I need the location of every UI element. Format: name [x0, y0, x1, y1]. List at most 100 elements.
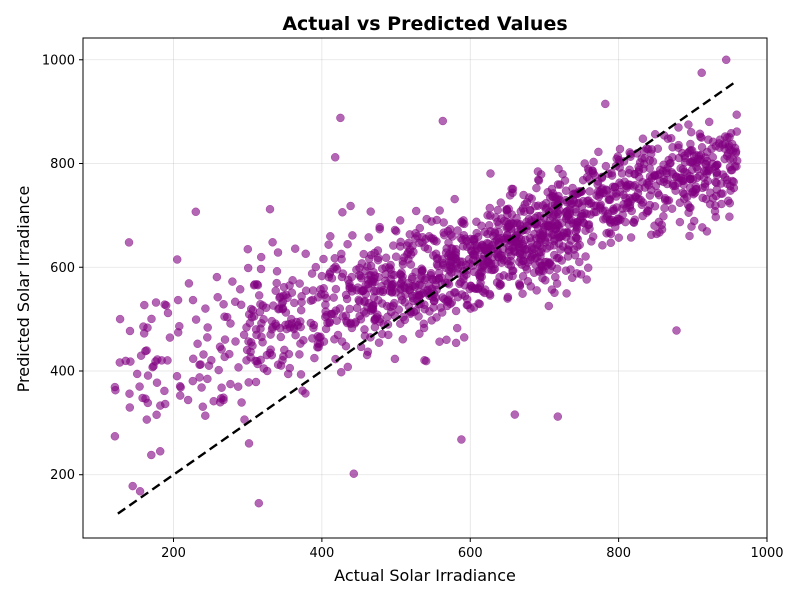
data-point [469, 267, 479, 277]
data-point [195, 360, 204, 370]
data-point [388, 280, 397, 290]
data-point [295, 350, 304, 359]
data-point [256, 264, 266, 274]
data-point [299, 336, 308, 345]
data-point [713, 160, 722, 170]
data-point [147, 450, 156, 460]
data-point [275, 293, 284, 303]
data-point [183, 395, 193, 405]
y-tick-label: 1000 [42, 53, 75, 68]
data-point [711, 212, 721, 222]
data-point [231, 337, 240, 346]
y-axis-label: Predicted Solar Irradiance [14, 186, 33, 393]
x-tick-label: 1000 [750, 546, 783, 561]
data-point [394, 305, 404, 314]
data-point [172, 371, 182, 381]
data-point [236, 300, 246, 310]
data-point [447, 298, 457, 307]
data-point [653, 144, 663, 153]
data-points [110, 55, 742, 508]
data-point [273, 360, 283, 369]
data-point [557, 231, 567, 241]
data-point [560, 176, 570, 185]
data-point [438, 116, 448, 126]
y-tick-label: 800 [50, 157, 75, 172]
data-point [732, 110, 741, 119]
data-point [453, 269, 462, 279]
data-point [697, 68, 706, 78]
data-point [306, 318, 316, 328]
data-point [233, 382, 243, 391]
data-point [479, 261, 488, 271]
data-point [415, 238, 424, 248]
data-point [126, 357, 135, 366]
data-point [338, 269, 348, 278]
data-point [290, 298, 299, 308]
data-point [496, 198, 506, 207]
data-point [390, 354, 400, 364]
data-point [405, 286, 415, 295]
data-point [257, 332, 266, 342]
data-point [676, 173, 686, 183]
data-point [687, 146, 697, 155]
data-point [172, 255, 182, 264]
data-point [301, 249, 310, 259]
data-point [448, 244, 457, 254]
data-point [642, 144, 651, 153]
data-point [349, 469, 359, 478]
data-point [637, 154, 647, 163]
data-point [248, 305, 258, 315]
data-point [579, 218, 589, 228]
data-point [707, 144, 716, 154]
data-point [674, 153, 684, 163]
data-point [523, 258, 533, 267]
data-point [191, 315, 201, 324]
data-point [316, 289, 326, 299]
x-axis-label: Actual Solar Irradiance [334, 566, 516, 585]
data-point [645, 191, 655, 200]
data-point [674, 143, 683, 152]
data-point [296, 305, 306, 315]
data-point [650, 221, 659, 230]
data-point [391, 252, 401, 261]
data-point [308, 295, 317, 305]
data-point [422, 214, 431, 224]
data-point [529, 268, 539, 278]
data-point [343, 239, 352, 249]
data-point [315, 333, 324, 342]
data-point [325, 318, 334, 328]
data-point [251, 377, 261, 387]
data-point [467, 247, 477, 256]
data-point [693, 155, 703, 164]
data-point [197, 383, 206, 392]
data-point [219, 300, 228, 309]
data-point [621, 217, 630, 227]
y-axis-ticks: 200 400 600 800 1000 [42, 53, 83, 483]
data-point [147, 314, 156, 324]
data-point [575, 257, 584, 267]
data-point [429, 296, 439, 306]
data-point [729, 177, 738, 187]
data-point [566, 236, 576, 245]
data-point [252, 280, 262, 289]
data-point [341, 341, 351, 351]
data-point [198, 402, 208, 411]
data-point [483, 211, 492, 220]
data-point [132, 369, 142, 379]
data-point [582, 275, 591, 284]
data-point [124, 238, 134, 247]
data-point [607, 171, 617, 180]
data-point [268, 238, 277, 247]
data-point [436, 303, 445, 312]
data-point [684, 120, 693, 129]
data-point [265, 204, 275, 214]
data-point [488, 241, 497, 250]
data-point [148, 362, 157, 372]
data-point [348, 231, 357, 240]
data-point [544, 301, 554, 311]
data-point [455, 279, 464, 289]
data-point [327, 274, 337, 283]
data-point [209, 396, 218, 406]
